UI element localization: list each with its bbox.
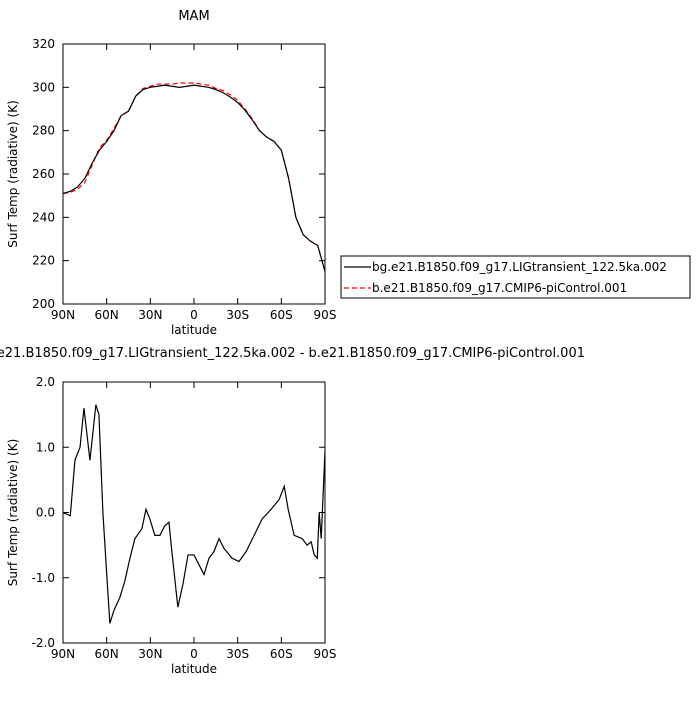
y-tick-label: 200 xyxy=(32,297,55,311)
x-tick-label: 60N xyxy=(95,647,119,661)
x-tick-label: 30N xyxy=(138,647,162,661)
x-tick-label: 30S xyxy=(226,647,249,661)
data-line xyxy=(62,84,326,272)
y-tick-label: 280 xyxy=(32,124,55,138)
y-tick-label: 220 xyxy=(32,254,55,268)
x-tick-label: 0 xyxy=(190,308,198,322)
x-tick-label: 90S xyxy=(314,647,337,661)
y-tick-label: 1.0 xyxy=(36,440,55,454)
chart-title: MAM xyxy=(178,9,209,24)
x-tick-label: 60S xyxy=(270,647,293,661)
y-tick-label: 2.0 xyxy=(36,375,55,389)
y-axis-label: Surf Temp (radiative) (K) xyxy=(6,439,20,587)
legend-label: bg.e21.B1850.f09_g17.LIGtransient_122.5k… xyxy=(372,260,667,274)
plot-frame xyxy=(62,43,326,305)
x-tick-label: 90S xyxy=(314,308,337,322)
y-axis-label: Surf Temp (radiative) (K) xyxy=(6,100,20,248)
chart-title: bg.e21.B1850.f09_g17.LIGtransient_122.5k… xyxy=(0,346,585,361)
x-tick-label: 90N xyxy=(51,308,75,322)
y-tick-label: 260 xyxy=(32,167,55,181)
x-axis-label: latitude xyxy=(171,323,217,337)
x-tick-label: 90N xyxy=(51,647,75,661)
y-tick-label: 320 xyxy=(32,37,55,51)
x-tick-label: 60N xyxy=(95,308,119,322)
y-tick-label: -1.0 xyxy=(32,571,55,585)
data-line xyxy=(62,82,326,272)
x-tick-label: 30S xyxy=(226,308,249,322)
x-tick-label: 60S xyxy=(270,308,293,322)
y-tick-label: 300 xyxy=(32,80,55,94)
y-tick-label: 0.0 xyxy=(36,506,55,520)
data-line xyxy=(62,404,326,624)
legend-label: b.e21.B1850.f09_g17.CMIP6-piControl.001 xyxy=(372,281,627,295)
y-tick-label: -2.0 xyxy=(32,636,55,650)
x-tick-label: 30N xyxy=(138,308,162,322)
x-axis-label: latitude xyxy=(171,662,217,676)
legend-box xyxy=(340,255,691,299)
x-tick-label: 0 xyxy=(190,647,198,661)
y-tick-label: 240 xyxy=(32,210,55,224)
